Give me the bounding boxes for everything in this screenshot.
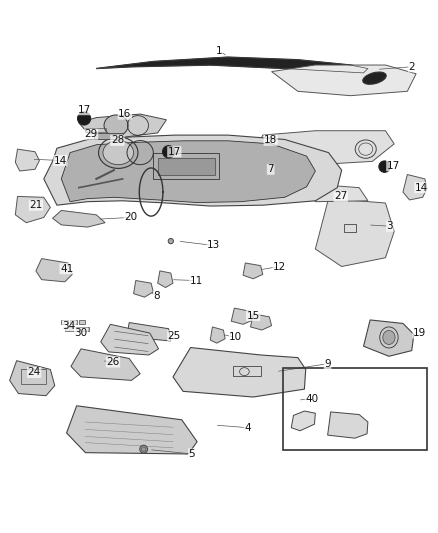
Polygon shape: [364, 320, 414, 356]
Bar: [158, 158, 215, 174]
Text: 14: 14: [415, 183, 428, 192]
Ellipse shape: [140, 445, 148, 453]
Text: 30: 30: [74, 328, 88, 338]
Polygon shape: [328, 412, 368, 438]
Polygon shape: [158, 271, 173, 287]
Polygon shape: [53, 211, 105, 227]
Bar: [344, 224, 356, 232]
Text: 5: 5: [188, 449, 195, 459]
Bar: [85, 128, 106, 133]
Polygon shape: [210, 327, 225, 343]
Text: 10: 10: [229, 333, 242, 343]
Polygon shape: [67, 406, 197, 454]
Polygon shape: [134, 280, 153, 297]
Polygon shape: [302, 183, 368, 201]
Polygon shape: [128, 322, 171, 341]
Text: 12: 12: [273, 262, 286, 271]
Text: 14: 14: [54, 156, 67, 166]
Polygon shape: [101, 324, 159, 355]
Text: 24: 24: [28, 367, 41, 377]
Polygon shape: [79, 114, 166, 138]
Polygon shape: [243, 263, 263, 279]
Text: 11: 11: [190, 276, 203, 286]
Bar: [153, 152, 219, 179]
Text: 2: 2: [408, 62, 415, 72]
Text: 40: 40: [305, 394, 318, 404]
Text: 7: 7: [267, 164, 274, 174]
Polygon shape: [71, 349, 140, 381]
Polygon shape: [272, 65, 416, 96]
Polygon shape: [173, 348, 306, 397]
Bar: [65, 327, 89, 332]
Text: 17: 17: [387, 161, 400, 171]
Ellipse shape: [177, 162, 187, 172]
Polygon shape: [10, 361, 55, 395]
Ellipse shape: [104, 115, 128, 136]
Polygon shape: [96, 57, 368, 73]
Text: 41: 41: [60, 264, 73, 273]
Ellipse shape: [379, 161, 390, 172]
Text: 27: 27: [334, 191, 347, 201]
Text: 9: 9: [324, 359, 331, 369]
Text: 29: 29: [85, 129, 98, 139]
Ellipse shape: [168, 238, 173, 244]
Text: 15: 15: [247, 311, 260, 320]
Polygon shape: [254, 131, 394, 166]
Polygon shape: [231, 308, 253, 324]
Ellipse shape: [363, 72, 386, 84]
Polygon shape: [315, 199, 394, 266]
Bar: [70, 320, 77, 324]
Polygon shape: [251, 314, 272, 330]
Ellipse shape: [162, 146, 175, 158]
Text: 21: 21: [29, 200, 42, 210]
Text: 1: 1: [215, 46, 223, 56]
Ellipse shape: [159, 162, 169, 172]
Text: 13: 13: [207, 240, 220, 251]
Text: 25: 25: [168, 330, 181, 341]
Polygon shape: [15, 149, 39, 171]
Polygon shape: [61, 141, 315, 203]
Text: 16: 16: [118, 109, 131, 119]
Text: 34: 34: [63, 321, 76, 330]
Ellipse shape: [78, 112, 91, 125]
Text: 19: 19: [413, 328, 426, 338]
Text: 28: 28: [111, 135, 124, 146]
Bar: [233, 366, 261, 376]
Text: 17: 17: [168, 147, 181, 157]
Bar: [79, 320, 85, 324]
Polygon shape: [403, 174, 427, 200]
Ellipse shape: [383, 330, 395, 344]
Ellipse shape: [103, 141, 134, 165]
Text: 20: 20: [124, 213, 137, 222]
Text: 17: 17: [78, 104, 91, 115]
Polygon shape: [36, 259, 72, 282]
Polygon shape: [291, 411, 315, 431]
Bar: [21, 368, 46, 384]
Ellipse shape: [194, 162, 204, 172]
Text: 4: 4: [244, 423, 251, 433]
Bar: [94, 133, 123, 139]
Text: 8: 8: [153, 291, 160, 301]
Polygon shape: [44, 135, 342, 206]
Text: 26: 26: [106, 357, 120, 367]
Bar: [61, 320, 68, 324]
Polygon shape: [15, 197, 50, 223]
Text: 3: 3: [386, 221, 393, 231]
Bar: [283, 368, 427, 450]
Text: 18: 18: [264, 135, 277, 146]
